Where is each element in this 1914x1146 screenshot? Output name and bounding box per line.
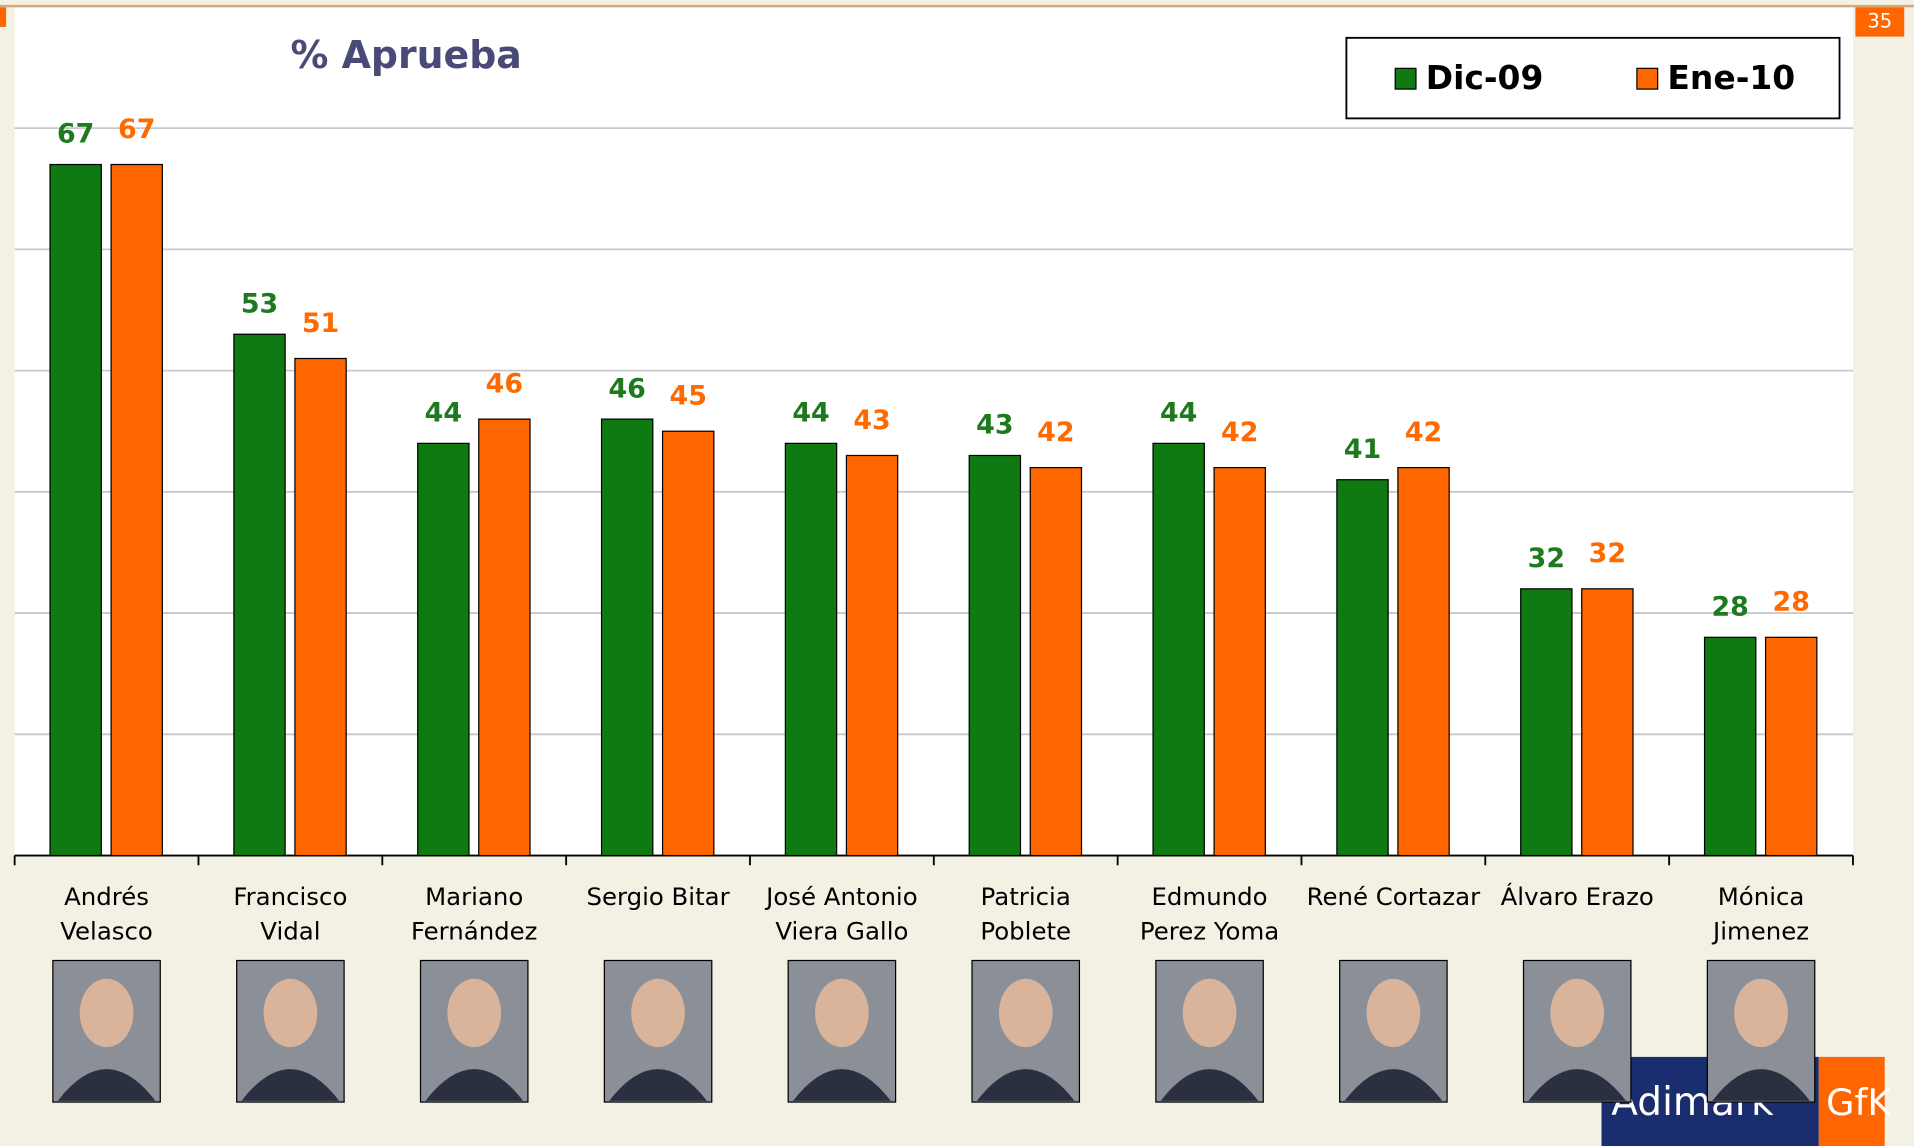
data-label: 46 — [608, 373, 645, 404]
photo-face — [1550, 979, 1604, 1047]
logo-text: GfK — [1826, 1081, 1892, 1124]
x-tick-label: Patricia — [981, 882, 1071, 911]
bar — [418, 443, 469, 855]
bar — [111, 165, 162, 856]
bar — [1030, 468, 1081, 856]
bar — [1337, 480, 1388, 856]
photo-face — [447, 979, 501, 1047]
x-tick-label: Fernández — [411, 916, 538, 945]
data-label: 32 — [1589, 538, 1626, 569]
x-tick-label: Velasco — [60, 916, 153, 945]
data-label: 67 — [118, 114, 155, 145]
data-label: 53 — [241, 288, 278, 319]
photo-face — [1734, 979, 1788, 1047]
data-label: 42 — [1221, 417, 1258, 448]
data-label: 44 — [425, 398, 462, 429]
x-tick-label: Poblete — [980, 916, 1071, 945]
plot-area — [15, 7, 1853, 855]
x-tick-label: Francisco — [233, 882, 347, 911]
data-label: 32 — [1528, 543, 1565, 574]
data-label: 43 — [853, 405, 890, 436]
top-rule — [0, 5, 1914, 7]
chart: 35 67 67 Andrés Velasco 53 51 Francisco Vidal 44… — [0, 0, 1914, 1146]
bar — [969, 455, 1020, 855]
chart-title: % Aprueba — [291, 33, 522, 77]
bar — [1153, 443, 1204, 855]
data-label: 28 — [1773, 587, 1810, 618]
x-tick-label: Sergio Bitar — [586, 882, 730, 911]
data-label: 41 — [1344, 434, 1381, 465]
photo-face — [815, 979, 869, 1047]
bar — [602, 419, 653, 855]
bar — [50, 165, 101, 856]
data-label: 46 — [486, 368, 523, 399]
x-tick-label: José Antonio — [764, 882, 917, 911]
photo-face — [1367, 979, 1421, 1047]
bar — [234, 334, 285, 855]
data-label: 42 — [1405, 417, 1442, 448]
x-tick-label: Vidal — [260, 916, 320, 945]
page-number: 35 — [1867, 9, 1892, 32]
bar — [846, 455, 897, 855]
bar — [785, 443, 836, 855]
x-tick-label: Andrés — [64, 882, 149, 911]
data-label: 28 — [1711, 592, 1748, 623]
photo-face — [1183, 979, 1237, 1047]
x-tick-label: Viera Gallo — [775, 916, 908, 945]
bar — [1214, 468, 1265, 856]
bar — [295, 358, 346, 855]
page: 35 67 67 Andrés Velasco 53 51 Francisco Vidal 44… — [0, 0, 1914, 1146]
x-tick-label: Mónica — [1718, 882, 1805, 911]
data-label: 51 — [302, 308, 339, 339]
x-tick-label: Mariano — [425, 882, 523, 911]
data-label: 44 — [1160, 398, 1197, 429]
x-tick-label: Jimenez — [1711, 916, 1809, 945]
legend-swatch — [1395, 68, 1416, 89]
bar — [663, 431, 714, 855]
bar — [1521, 589, 1572, 856]
x-tick-label: Perez Yoma — [1140, 916, 1279, 945]
corner-mark — [0, 7, 6, 27]
bar — [479, 419, 530, 855]
legend-label: Ene-10 — [1667, 58, 1795, 97]
data-label: 45 — [670, 381, 707, 412]
data-label: 67 — [57, 119, 94, 150]
bar — [1705, 637, 1756, 855]
photo-face — [999, 979, 1053, 1047]
data-label: 43 — [976, 410, 1013, 441]
data-label: 42 — [1037, 417, 1074, 448]
bar — [1766, 637, 1817, 855]
photo-face — [631, 979, 685, 1047]
x-tick-label: René Cortazar — [1307, 882, 1481, 911]
bar — [1398, 468, 1449, 856]
x-tick-label: Edmundo — [1152, 882, 1268, 911]
data-label: 44 — [792, 398, 829, 429]
bar — [1582, 589, 1633, 856]
photo-face — [80, 979, 134, 1047]
legend-swatch — [1637, 68, 1658, 89]
legend-label: Dic-09 — [1426, 58, 1544, 97]
photo-face — [264, 979, 318, 1047]
x-tick-label: Álvaro Erazo — [1501, 882, 1654, 911]
